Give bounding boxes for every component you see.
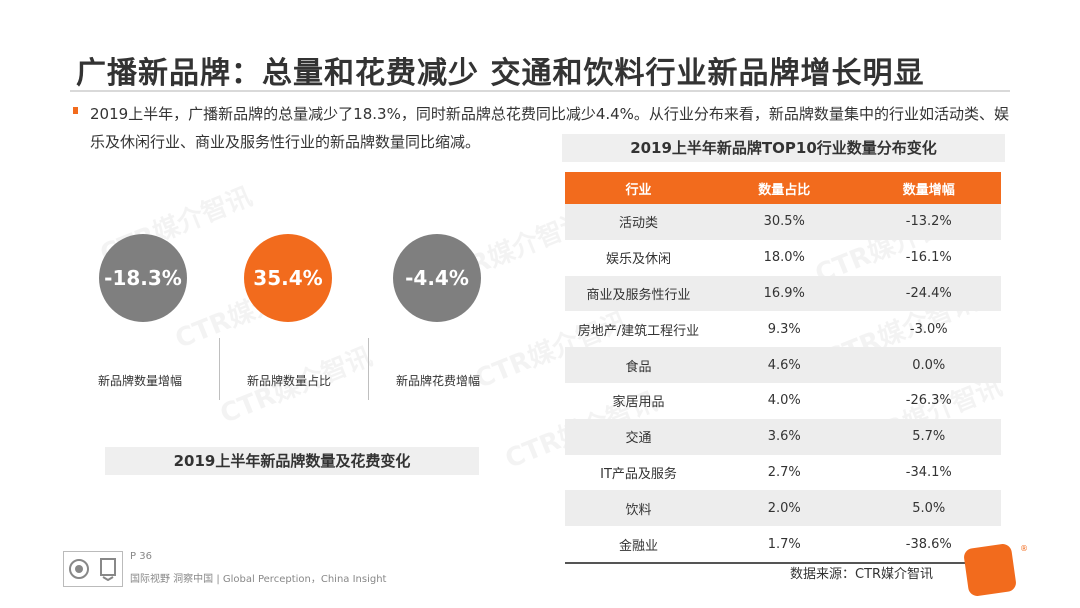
table-cell: 4.0% [767,393,801,409]
table-cell: 2.7% [767,464,801,480]
kpi-circle-count-share: 35.4% [244,234,332,322]
table-caption: 2019上半年新品牌TOP10行业数量分布变化 [562,134,1005,162]
table-cell: -16.1% [905,250,952,266]
table-row: 活动类 30.5% -13.2% [565,204,1001,240]
table-cell: 金融业 [565,526,712,564]
cert-badge-icon [100,558,116,581]
footer-tagline: 国际视野 洞察中国 | Global Perception，China Insi… [130,574,387,585]
table-cell: -24.4% [856,275,1001,312]
title-divider [70,90,1010,92]
table-row: 商业及服务性行业 16.9% -24.4% [565,275,1001,312]
table-cell: -26.3% [905,393,952,409]
table-cell: 18.0% [763,250,805,266]
table-cell: 活动类 [565,204,712,240]
kpi-circle-spend-growth: -4.4% [393,234,481,322]
table-cell: IT产品及服务 [600,466,677,482]
certification-logo [63,551,123,587]
kpi-circle-count-growth: -18.3% [99,234,187,322]
separator [368,338,369,400]
table-cell: -3.0% [909,321,948,337]
table-cell: 交通 [565,418,712,455]
table-cell: 房地产/建筑工程行业 [577,323,700,339]
kpi-value: 35.4% [253,266,323,290]
table-row: 食品 4.6% 0.0% [565,347,1001,383]
table-header: 数量增幅 [856,172,1001,204]
data-source: 数据来源：CTR媒介智讯 [790,567,934,582]
kpi-value: -18.3% [104,266,182,290]
table-header: 行业 [565,172,712,204]
table-cell: 9.3% [767,321,801,337]
page-number: P 36 [130,551,152,562]
kpi-value: -4.4% [405,266,469,290]
table-cell: -13.2% [856,204,1001,240]
brand-logo [962,542,1018,598]
kpi-label: 新品牌花费增幅 [395,374,480,388]
table-cell: 1.7% [712,526,857,564]
table-cell: 2.0% [712,490,857,527]
table-header: 数量占比 [712,172,857,204]
table-row: 交通 3.6% 5.7% [565,418,1001,455]
table-row: 娱乐及休闲 18.0% -16.1% [565,240,1001,276]
table-cell: 16.9% [712,275,857,312]
table-row: 饮料 2.0% 5.0% [565,490,1001,527]
bullet-marker [73,107,78,114]
table-cell: 食品 [565,347,712,383]
registered-icon: ® [1020,544,1028,553]
table-row: IT产品及服务 2.7% -34.1% [565,455,1001,491]
separator [219,338,220,400]
table-cell: 5.0% [856,490,1001,527]
table-cell: 3.6% [712,418,857,455]
table-cell: 0.0% [856,347,1001,383]
kpi-label: 新品牌数量增幅 [97,374,182,388]
table-cell: 家居用品 [612,395,665,411]
table-cell: -34.1% [905,464,952,480]
table-cell: 4.6% [712,347,857,383]
table-row: 金融业 1.7% -38.6% [565,526,1001,564]
table-cell: 娱乐及休闲 [605,252,671,268]
slide-title: 广播新品牌：总量和花费减少 交通和饮料行业新品牌增长明显 [76,56,925,91]
kpi-label: 新品牌数量占比 [246,374,331,388]
table-row: 家居用品 4.0% -26.3% [565,383,1001,419]
left-caption: 2019上半年新品牌数量及花费变化 [105,447,479,475]
table-cell: 30.5% [712,204,857,240]
table-row: 房地产/建筑工程行业 9.3% -3.0% [565,311,1001,347]
intro-text: 2019上半年，广播新品牌的总量减少了18.3%，同时新品牌总花费同比减少4.4… [90,105,1009,151]
cert-seal-icon [69,559,89,579]
table-cell: 商业及服务性行业 [565,275,712,312]
table-cell: 饮料 [565,490,712,527]
table-cell: 5.7% [856,418,1001,455]
industry-table: 行业 数量占比 数量增幅 活动类 30.5% -13.2% 娱乐及休闲 18.0… [565,172,1001,564]
